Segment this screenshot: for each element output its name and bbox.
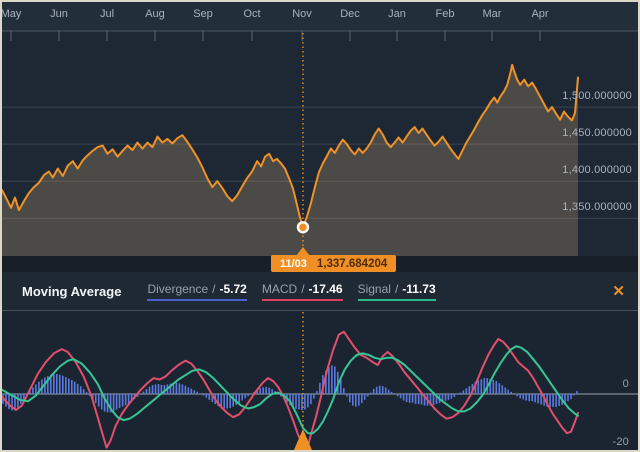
- x-axis-month-label: Feb: [435, 8, 455, 20]
- x-axis-month-label: Oct: [243, 8, 261, 20]
- legend-series-value: -17.46: [308, 281, 343, 296]
- legend-separator: /: [394, 281, 399, 296]
- cursor-pointer-macd: [293, 429, 312, 450]
- x-axis-months: May Jun Jul Aug Sep Oct Nov Dec Jan Feb Mar Apr: [2, 2, 638, 31]
- legend-series-name: Signal: [357, 281, 391, 296]
- cursor-tooltip: 11/03 1,337.684204: [271, 255, 397, 272]
- indicator-legend: Divergence / -5.72 MACD / -17.46 Signal / -11.73: [147, 281, 436, 301]
- legend-item-signal[interactable]: Signal / -11.73: [357, 281, 436, 301]
- legend-separator: /: [212, 281, 216, 296]
- legend-series-name: Divergence: [147, 281, 209, 296]
- x-axis-month-label: Mar: [482, 8, 502, 20]
- legend-series-name: MACD: [261, 281, 298, 296]
- legend-item-macd[interactable]: MACD / -17.46: [261, 281, 343, 301]
- cursor-price-value: 1,337.684204: [316, 257, 388, 270]
- legend-separator: /: [301, 281, 305, 296]
- x-axis-month-label: Jan: [388, 8, 406, 20]
- x-axis-month-label: Jul: [99, 8, 115, 20]
- cursor-date: 11/03: [280, 257, 307, 270]
- cursor-marker: [296, 221, 310, 234]
- indicator-header: Moving Average Divergence / -5.72 MACD / -17.…: [2, 272, 638, 310]
- legend-item-divergence[interactable]: Divergence / -5.72: [147, 281, 247, 301]
- close-icon[interactable]: ✕: [612, 282, 625, 300]
- price-area-fill: [2, 64, 578, 257]
- x-axis-month-label: May: [0, 8, 22, 20]
- indicator-title: Moving Average: [22, 283, 122, 299]
- time-axis-band: [2, 2, 638, 31]
- x-axis-month-label: Nov: [292, 8, 312, 20]
- x-axis-month-label: Aug: [145, 8, 165, 20]
- macd-line: [2, 330, 579, 450]
- legend-series-value: -5.72: [219, 281, 247, 296]
- x-axis-month-label: Sep: [193, 8, 213, 20]
- tooltip-pointer: [295, 247, 310, 256]
- x-axis-month-label: Dec: [340, 8, 360, 20]
- x-axis-month-label: Jun: [50, 8, 68, 20]
- x-axis-month-label: Apr: [531, 8, 549, 20]
- signal-line: [2, 345, 579, 435]
- legend-series-value: -11.73: [402, 281, 436, 296]
- price-line: [2, 63, 579, 229]
